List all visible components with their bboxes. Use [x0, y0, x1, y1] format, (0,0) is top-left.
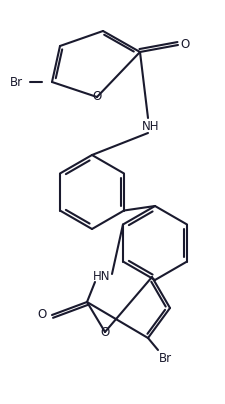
- Text: HN: HN: [93, 271, 110, 284]
- Text: Br: Br: [158, 351, 171, 364]
- Text: O: O: [37, 309, 46, 322]
- Text: O: O: [180, 38, 189, 50]
- Text: NH: NH: [142, 120, 159, 133]
- Text: O: O: [100, 326, 109, 339]
- Text: O: O: [92, 90, 101, 103]
- Text: Br: Br: [9, 76, 22, 88]
